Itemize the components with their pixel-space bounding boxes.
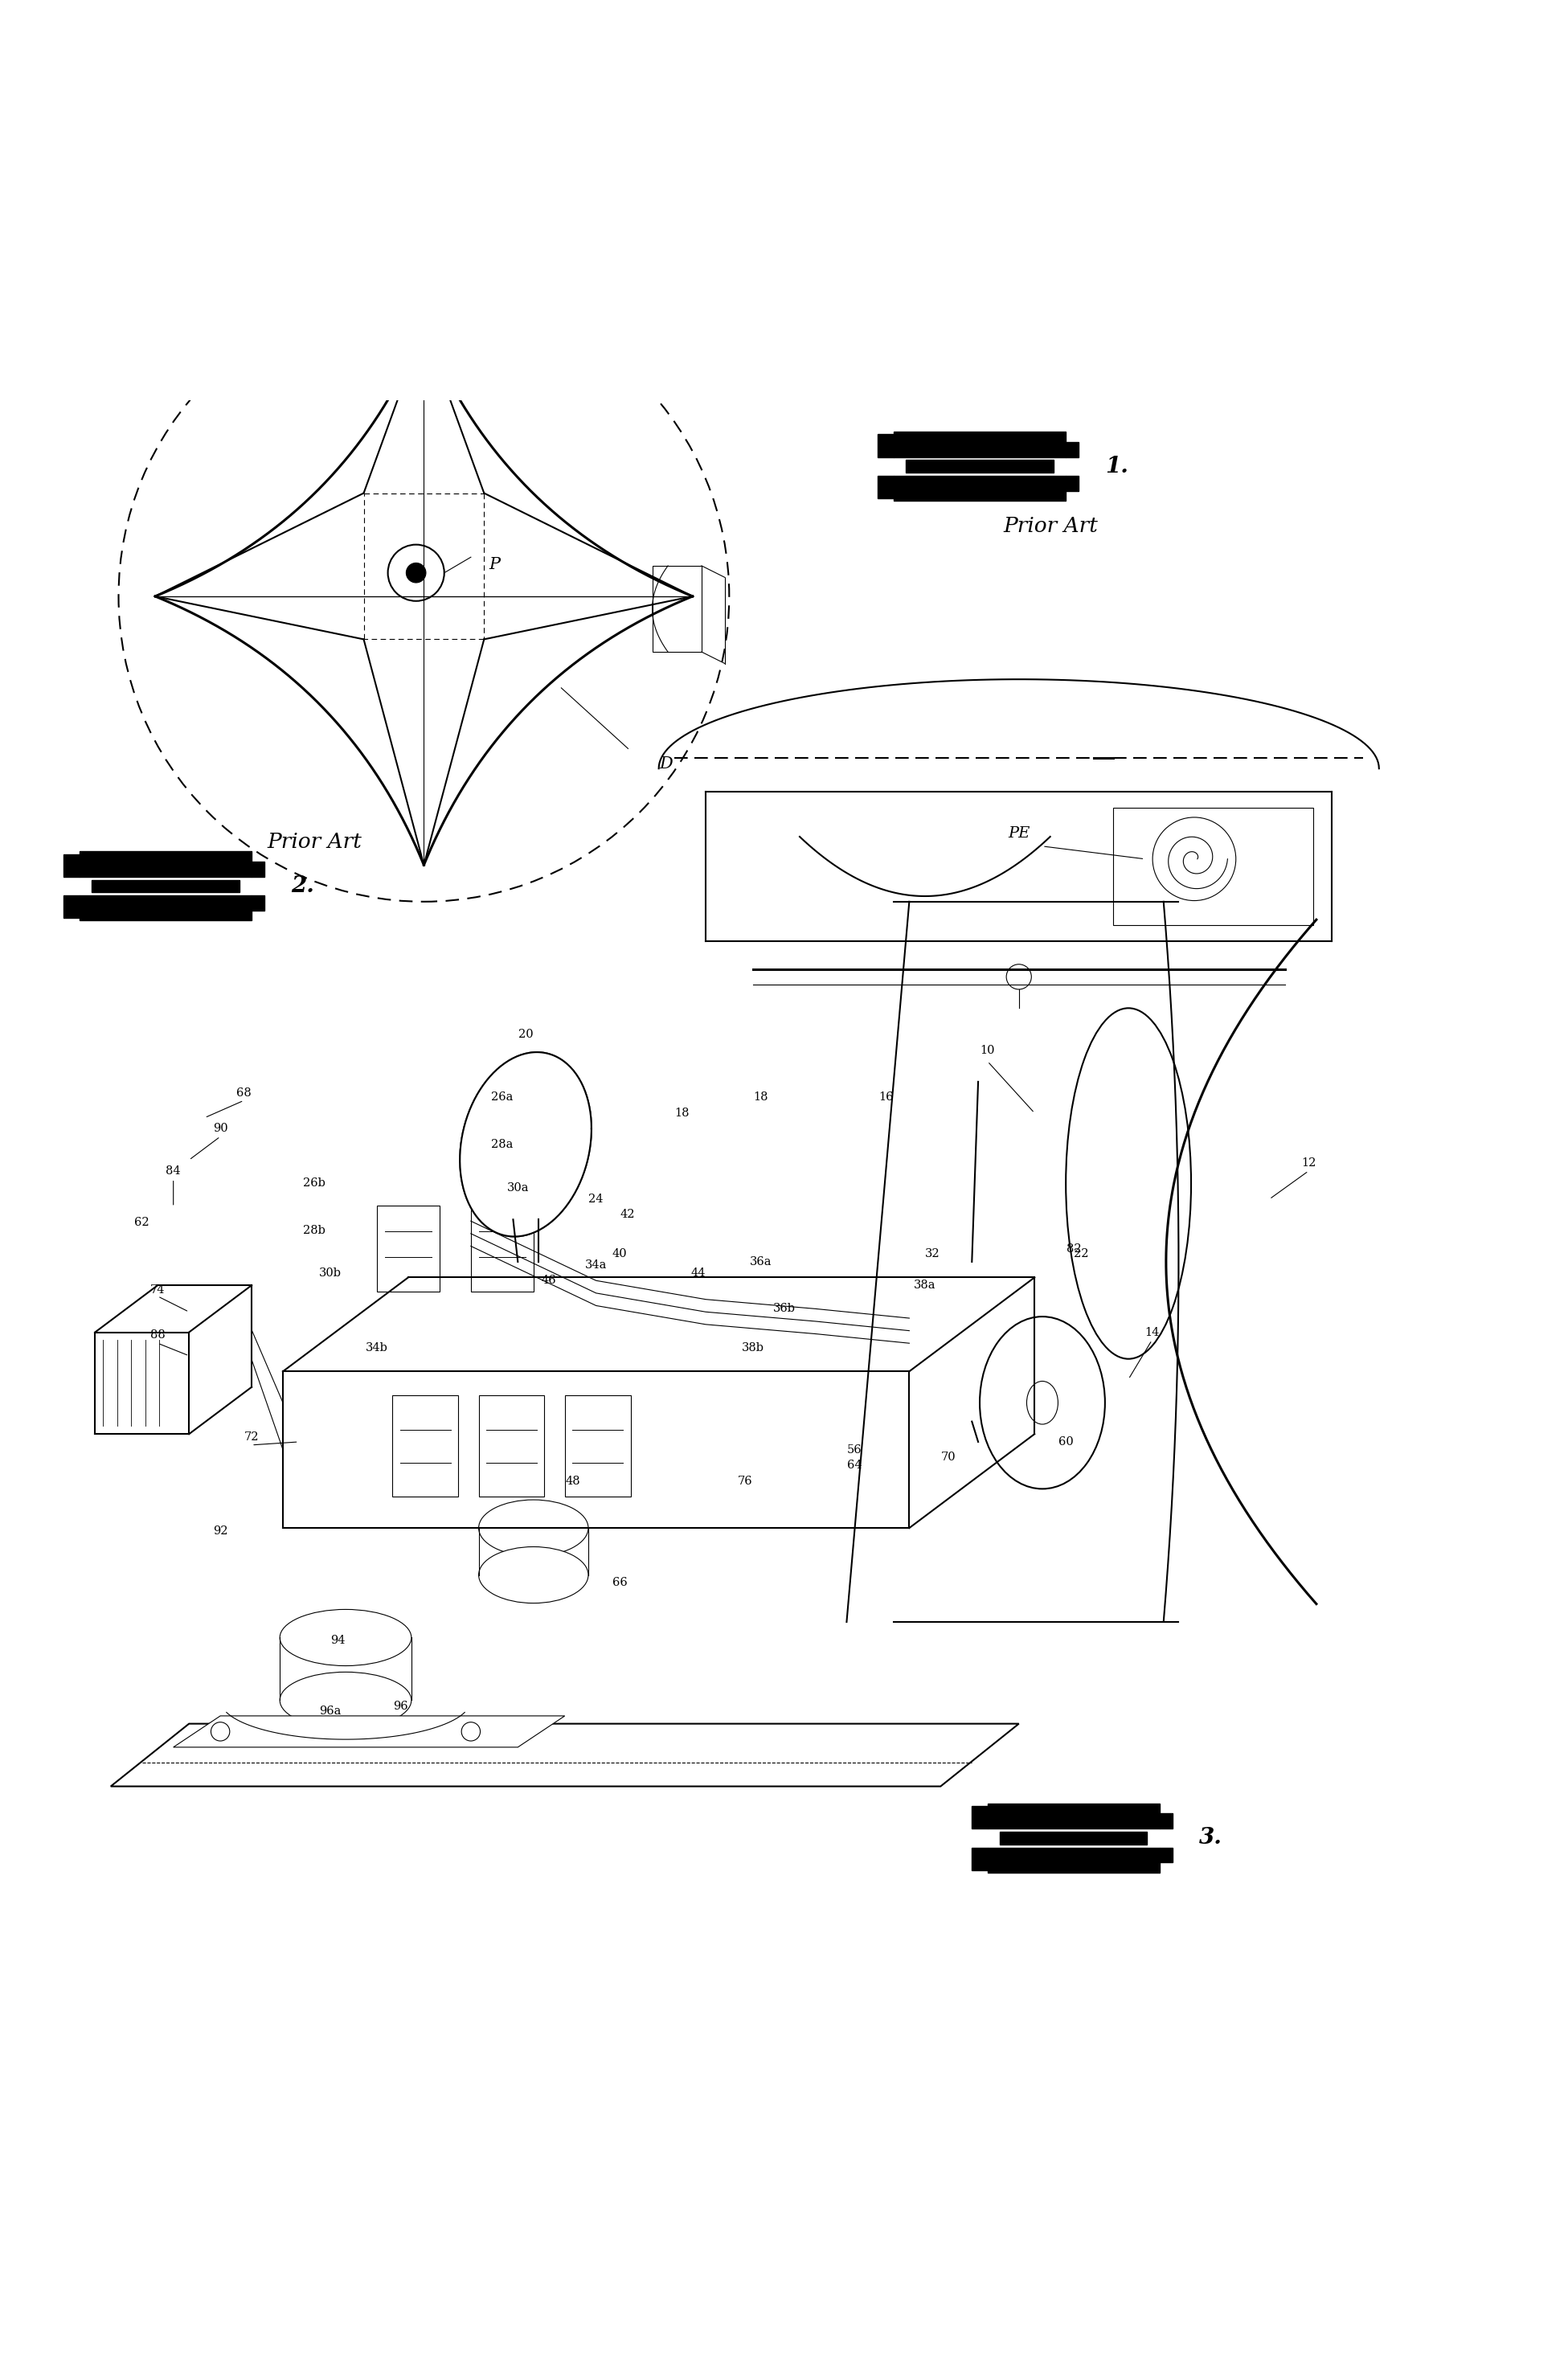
Bar — [652, 566, 701, 651]
Text: 84: 84 — [166, 1165, 180, 1176]
Text: 32: 32 — [925, 1247, 941, 1259]
Text: P: P — [489, 556, 500, 573]
Text: D: D — [660, 757, 673, 772]
Text: 38b: 38b — [742, 1342, 764, 1354]
Bar — [894, 431, 1066, 457]
Bar — [878, 436, 894, 457]
Text: 30a: 30a — [506, 1184, 528, 1193]
Bar — [470, 1205, 533, 1292]
Text: 82: 82 — [1066, 1243, 1082, 1255]
Bar — [1066, 476, 1079, 490]
Text: 44: 44 — [690, 1266, 706, 1278]
Bar — [251, 862, 263, 876]
Bar — [894, 476, 1066, 502]
Text: 94: 94 — [331, 1636, 345, 1647]
Bar — [972, 1806, 988, 1830]
Bar — [906, 459, 1054, 473]
Text: 38a: 38a — [914, 1281, 936, 1290]
Bar — [64, 895, 80, 918]
Ellipse shape — [279, 1671, 411, 1728]
Bar — [93, 881, 238, 892]
Text: 76: 76 — [737, 1475, 753, 1486]
Text: 24: 24 — [588, 1193, 604, 1205]
Bar — [988, 1846, 1160, 1872]
Text: 2.: 2. — [290, 876, 314, 897]
Text: 66: 66 — [612, 1576, 627, 1588]
Text: 34a: 34a — [585, 1259, 607, 1271]
Bar — [1160, 1846, 1173, 1863]
Text: 48: 48 — [564, 1475, 580, 1486]
Text: 72: 72 — [245, 1432, 259, 1444]
Text: 28b: 28b — [303, 1224, 326, 1236]
Polygon shape — [111, 1723, 1019, 1787]
Bar — [376, 1205, 439, 1292]
Text: 10: 10 — [980, 1044, 996, 1056]
Bar — [64, 854, 80, 876]
Text: PE: PE — [1008, 826, 1030, 840]
Text: 3.: 3. — [1200, 1827, 1221, 1849]
Circle shape — [406, 563, 426, 582]
Text: 96: 96 — [394, 1702, 408, 1711]
Bar — [1000, 1832, 1148, 1844]
Text: 46: 46 — [541, 1276, 557, 1285]
Text: 18: 18 — [674, 1108, 690, 1120]
Polygon shape — [174, 1716, 564, 1747]
Text: 74: 74 — [151, 1285, 165, 1295]
Bar — [80, 895, 251, 921]
Bar — [878, 476, 894, 499]
Text: 90: 90 — [213, 1122, 227, 1134]
Polygon shape — [459, 1053, 591, 1236]
Ellipse shape — [980, 1316, 1105, 1489]
Text: 12: 12 — [1301, 1157, 1316, 1169]
Bar — [251, 895, 263, 911]
Bar — [1160, 1813, 1173, 1830]
Text: 22: 22 — [1074, 1247, 1088, 1259]
Bar — [392, 1394, 458, 1496]
Text: 64: 64 — [847, 1460, 862, 1470]
Bar — [478, 1394, 544, 1496]
Text: 18: 18 — [753, 1091, 768, 1103]
Text: Prior Art: Prior Art — [1004, 516, 1098, 535]
Bar — [564, 1394, 630, 1496]
Ellipse shape — [279, 1610, 411, 1666]
Text: 28a: 28a — [491, 1139, 513, 1150]
Text: 26b: 26b — [303, 1179, 326, 1188]
Ellipse shape — [478, 1546, 588, 1602]
Ellipse shape — [478, 1501, 588, 1555]
Text: 20: 20 — [517, 1030, 533, 1041]
Text: 34b: 34b — [365, 1342, 389, 1354]
Text: 30b: 30b — [318, 1266, 342, 1278]
Bar — [1066, 443, 1079, 457]
Text: 68: 68 — [237, 1086, 251, 1098]
Text: 60: 60 — [1058, 1437, 1074, 1449]
Text: 92: 92 — [213, 1524, 227, 1536]
Text: 26a: 26a — [491, 1091, 513, 1103]
Text: Prior Art: Prior Art — [267, 833, 362, 852]
Text: 62: 62 — [135, 1217, 149, 1228]
Bar — [988, 1804, 1160, 1830]
Text: 56: 56 — [847, 1444, 862, 1456]
Text: 16: 16 — [878, 1091, 894, 1103]
Text: 36b: 36b — [773, 1304, 795, 1314]
Text: 70: 70 — [941, 1451, 956, 1463]
Text: 14: 14 — [1145, 1326, 1159, 1337]
Text: 42: 42 — [619, 1210, 635, 1221]
Text: 40: 40 — [612, 1247, 627, 1259]
Text: 96a: 96a — [318, 1707, 340, 1716]
Bar — [80, 852, 251, 876]
Bar — [1113, 807, 1314, 925]
Text: 36a: 36a — [750, 1257, 771, 1266]
Text: 1.: 1. — [1105, 454, 1129, 478]
Text: 88: 88 — [151, 1330, 165, 1342]
Bar — [972, 1846, 988, 1870]
